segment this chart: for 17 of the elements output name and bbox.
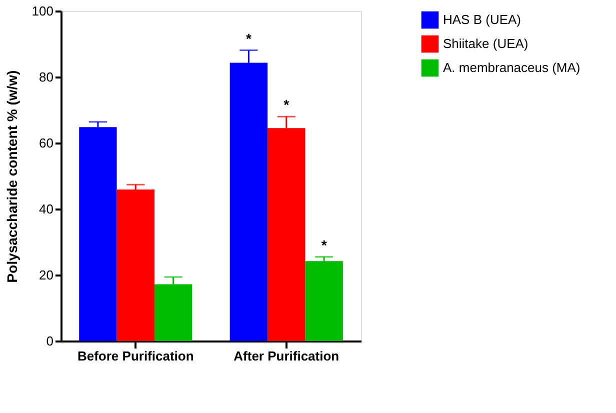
y-tick-label: 60 <box>39 136 54 150</box>
legend-label: HAS B (UEA) <box>443 12 522 27</box>
annotation: * <box>284 96 290 113</box>
bar <box>116 190 154 341</box>
x-tick-label: Before Purification <box>77 348 194 364</box>
x-tick-label: After Purification <box>234 348 340 364</box>
legend-label: A. membranaceus (MA) <box>443 60 580 75</box>
y-tick-label: 20 <box>39 268 54 282</box>
legend-label: Shiitake (UEA) <box>443 36 528 51</box>
y-axis-title: Polysaccharide content % (w/w) <box>4 70 20 283</box>
y-tick-label: 100 <box>32 4 54 18</box>
y-tick-label: 0 <box>46 334 54 348</box>
y-tick-label: 40 <box>39 202 54 216</box>
y-tick-label: 80 <box>39 70 54 84</box>
annotation: * <box>246 30 252 46</box>
annotation: * <box>321 236 328 253</box>
bar <box>305 261 343 341</box>
